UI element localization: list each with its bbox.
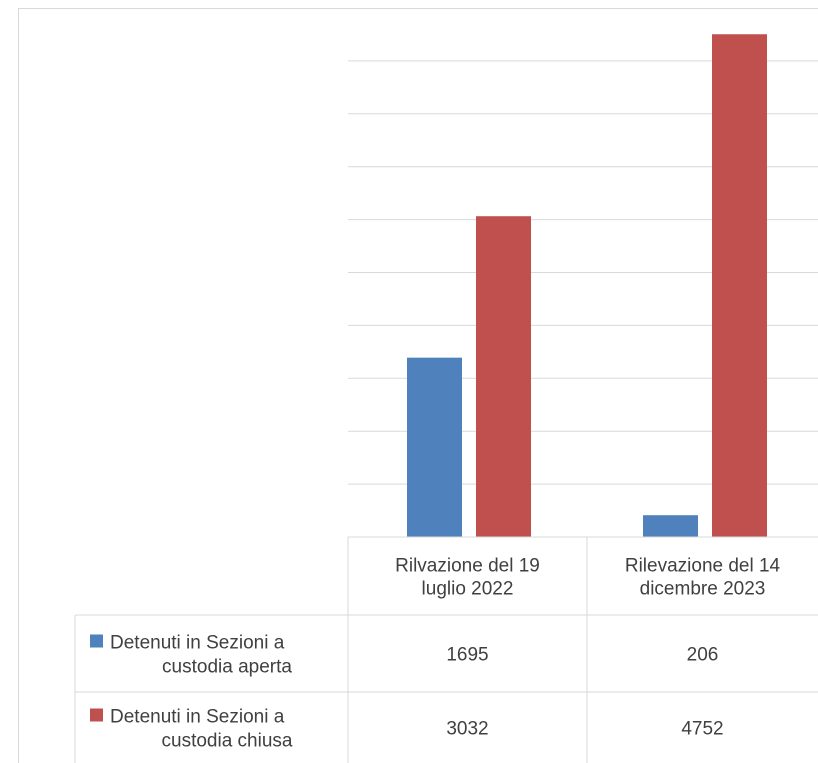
- bar-series-2-category-1: [476, 216, 531, 537]
- value-label-series-1-category-2: 206: [687, 645, 719, 666]
- bars: [407, 34, 767, 537]
- bar-series-2-category-2: [712, 34, 767, 537]
- category-label-2: Rilevazione del 14 dicembre 2023: [625, 556, 781, 600]
- value-label-series-2-category-2: 4752: [681, 719, 723, 740]
- bar-series-1-category-1: [407, 357, 462, 537]
- series-label-1: Detenuti in Sezioni a custodia aperta: [110, 633, 292, 678]
- legend-key-series-2: [90, 708, 103, 722]
- category-label-1: Rilvazione del 19 luglio 2022: [395, 556, 540, 600]
- series-label-2: Detenuti in Sezioni a custodia chiusa: [110, 707, 293, 752]
- data-table: Rilvazione del 19 luglio 2022 Rilevazione …: [74, 536, 818, 763]
- value-label-series-1-category-1: 1695: [446, 645, 488, 666]
- value-label-series-2-category-1: 3032: [446, 719, 488, 740]
- bar-series-1-category-2: [643, 515, 698, 537]
- chart-frame: [18, 8, 818, 763]
- legend-key-series-1: [90, 634, 103, 648]
